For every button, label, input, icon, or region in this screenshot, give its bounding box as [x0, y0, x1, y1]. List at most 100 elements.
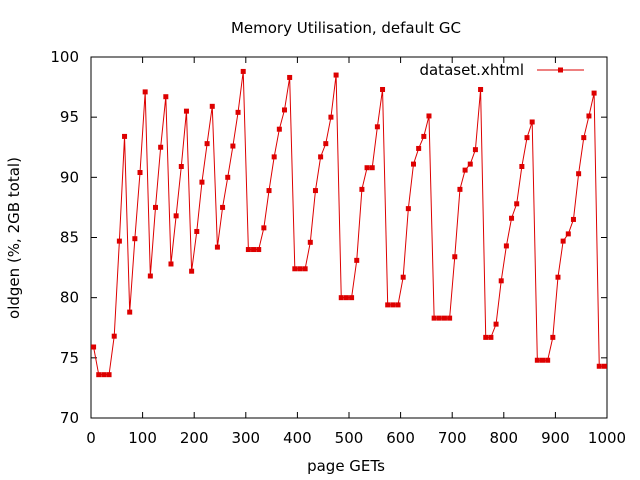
data-point — [106, 372, 112, 378]
data-point — [421, 133, 427, 139]
data-point — [555, 274, 561, 280]
data-point — [214, 244, 220, 250]
data-point — [183, 108, 189, 114]
chart-title: Memory Utilisation, default GC — [231, 19, 461, 37]
data-point — [349, 295, 355, 301]
data-point — [287, 74, 293, 80]
legend-marker — [558, 67, 563, 73]
data-point — [178, 164, 184, 170]
data-point — [328, 114, 334, 120]
data-point — [364, 165, 370, 171]
data-point — [240, 68, 246, 74]
data-point — [457, 186, 463, 192]
x-tick-label: 600 — [386, 429, 415, 447]
data-point — [359, 186, 365, 192]
y-tick-label: 90 — [60, 168, 79, 186]
data-point — [354, 257, 360, 263]
data-point — [297, 266, 303, 272]
data-point — [467, 161, 473, 167]
x-tick-label: 300 — [231, 429, 260, 447]
data-point — [96, 372, 102, 378]
x-tick-label: 1000 — [588, 429, 626, 447]
data-point — [545, 357, 551, 363]
data-point — [153, 204, 158, 210]
x-axis-label: page GETs — [307, 457, 385, 475]
data-point — [478, 86, 484, 92]
data-point — [173, 213, 179, 219]
y-tick-label: 75 — [60, 349, 79, 367]
data-point — [225, 174, 231, 180]
legend: dataset.xhtml — [419, 61, 584, 79]
data-point — [230, 143, 236, 149]
x-tick-label: 500 — [335, 429, 364, 447]
y-tick-label: 80 — [60, 289, 79, 307]
x-tick-label: 0 — [86, 429, 96, 447]
data-point — [565, 231, 571, 237]
data-point — [189, 268, 195, 274]
data-point — [142, 89, 148, 95]
data-point — [560, 238, 566, 244]
data-point — [447, 315, 453, 321]
data-point — [488, 334, 494, 340]
data-point — [137, 170, 143, 176]
data-point — [498, 278, 504, 284]
data-point — [400, 274, 406, 280]
axes: 0 100 200 300 400 500 600 700 800 900 1000 70 75 80 85… — [50, 48, 626, 447]
data-point — [540, 357, 545, 363]
data-point — [307, 239, 313, 245]
data-point — [132, 236, 138, 242]
data-point — [503, 243, 509, 249]
data-point — [581, 135, 587, 141]
data-point — [312, 188, 318, 194]
data-point — [122, 133, 128, 139]
data-point — [509, 215, 515, 221]
data-point — [245, 247, 251, 253]
x-tick-label: 800 — [489, 429, 518, 447]
data-point — [147, 273, 153, 279]
series-line — [93, 71, 605, 376]
data-point — [519, 164, 525, 170]
data-point — [101, 372, 107, 378]
data-point — [261, 225, 267, 231]
data-point — [374, 124, 380, 130]
series-layer — [91, 68, 607, 378]
x-tick-label: 700 — [438, 429, 467, 447]
data-point — [323, 141, 329, 147]
data-point — [251, 247, 257, 253]
data-point — [586, 113, 592, 119]
data-point — [292, 266, 298, 272]
data-point — [390, 302, 396, 308]
x-tick-label: 900 — [541, 429, 570, 447]
data-point — [570, 216, 576, 222]
data-point — [158, 144, 164, 150]
data-point — [276, 126, 282, 132]
data-point — [452, 254, 458, 260]
data-point — [436, 315, 442, 321]
data-point — [385, 302, 391, 308]
data-point — [411, 161, 416, 167]
data-point — [472, 147, 478, 153]
data-point — [514, 201, 520, 207]
data-point — [194, 228, 200, 234]
data-point — [550, 334, 556, 340]
data-point — [395, 302, 401, 308]
y-tick-label: 85 — [60, 229, 79, 247]
x-tick-label: 200 — [180, 429, 209, 447]
data-point — [282, 107, 287, 113]
data-point — [524, 135, 530, 141]
data-point — [416, 145, 422, 151]
data-point — [431, 315, 437, 321]
data-point — [204, 141, 210, 147]
data-point — [576, 171, 582, 177]
data-point — [338, 295, 344, 301]
y-axis-label: oldgen (%, 2GB total) — [5, 157, 23, 319]
legend-label: dataset.xhtml — [419, 61, 524, 79]
data-point — [462, 167, 468, 173]
data-point — [127, 309, 133, 315]
data-point — [163, 94, 169, 100]
x-tick-label: 400 — [283, 429, 312, 447]
x-tick-label: 100 — [128, 429, 157, 447]
y-tick-label: 70 — [60, 409, 79, 427]
y-tick-label: 100 — [50, 48, 79, 66]
